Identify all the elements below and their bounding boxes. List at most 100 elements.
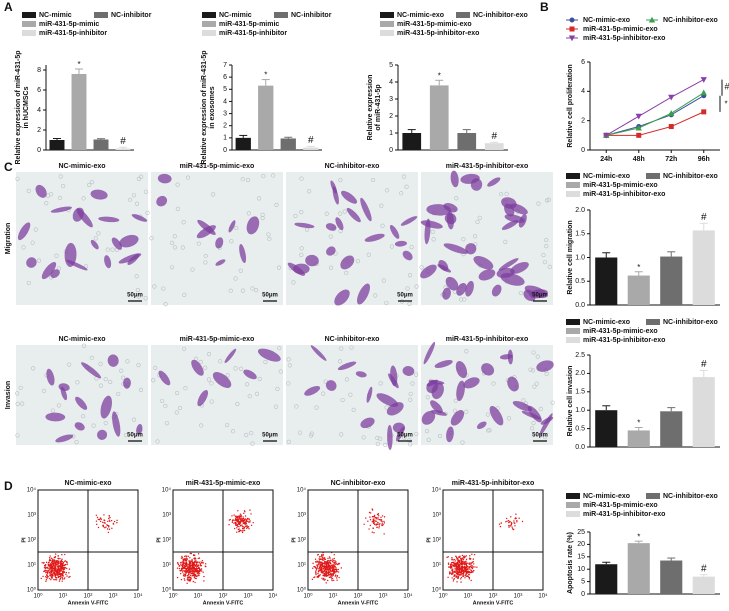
x-axis-label: Annexin V-FITC [203,600,244,606]
y-tick-label: 20 [577,541,585,548]
legend-label: miR-431-5p-inhibitor [219,30,287,37]
bar [595,410,618,447]
cell [389,224,400,239]
pore [294,404,299,409]
event [246,527,248,529]
cell [487,177,501,187]
event [333,570,336,573]
cell [434,360,453,369]
event [179,565,181,567]
pore [408,391,413,397]
event [40,577,42,580]
pore [342,209,347,214]
event [197,557,200,560]
event [242,527,244,530]
bar [595,257,618,305]
image-bg [151,172,283,305]
event [198,571,200,573]
event [465,563,467,566]
significance-mark: # [701,212,707,223]
event [323,572,326,575]
pore [15,433,20,438]
event [322,559,324,562]
pore [131,193,137,198]
event [373,532,375,534]
micrograph [419,170,553,305]
cell [41,262,57,280]
cell [437,264,452,273]
event [198,561,201,563]
event [198,567,200,569]
event [319,569,321,572]
event [476,566,478,568]
pore [240,177,245,182]
pore [244,382,250,387]
y-tick-label: 0 [37,147,41,154]
event [468,573,470,576]
event [59,562,62,565]
event [239,529,241,532]
event [203,580,205,582]
event [50,579,52,581]
event [202,571,204,573]
cell [340,255,355,270]
x-tick-label: 10¹ [59,594,68,600]
event [68,576,70,578]
event [451,573,453,575]
event [462,569,464,572]
significance-mark: * [77,60,80,69]
cell [420,220,443,229]
pore [491,381,496,386]
event [109,516,111,519]
y-axis-label: of miR-431-5p [375,84,382,130]
pore [155,439,160,444]
bar [280,138,296,150]
pore [87,182,92,188]
pore [529,426,535,431]
y-tick-label: 4 [389,79,393,86]
pore [431,237,436,242]
cell [387,424,393,450]
pore [209,381,214,386]
cell [489,405,504,426]
event [228,523,230,526]
event [240,524,242,527]
event [181,563,184,565]
pore [274,202,279,207]
legend-label: miR-431-5p-inhibitor-exo [583,337,665,344]
event [459,572,462,574]
event [511,526,513,528]
cell [445,276,459,291]
pore [328,234,333,239]
event [183,570,186,572]
legend-swatch [22,12,36,18]
event [449,571,451,574]
cell [118,253,142,264]
event [64,563,67,566]
cell [501,197,517,209]
pore [536,201,541,206]
event [64,553,66,556]
event [463,566,465,568]
y-tick-label: 10² [432,538,441,544]
event [327,557,329,560]
cell [119,234,139,248]
event [329,573,331,576]
pore [344,270,349,276]
x-tick-label: 10⁴ [403,593,413,600]
event [189,570,192,573]
x-tick-label: 10¹ [194,594,203,600]
event [452,559,454,561]
scale-bar-label: 50μm [397,433,413,439]
event [447,576,449,578]
event [326,566,328,568]
y-tick-label: 2.0 [575,370,585,377]
event [372,516,374,518]
cell [396,426,405,442]
event [322,568,324,570]
event [368,528,370,530]
event [43,566,46,569]
micrograph [149,172,283,307]
event [465,558,468,561]
event [326,572,328,574]
